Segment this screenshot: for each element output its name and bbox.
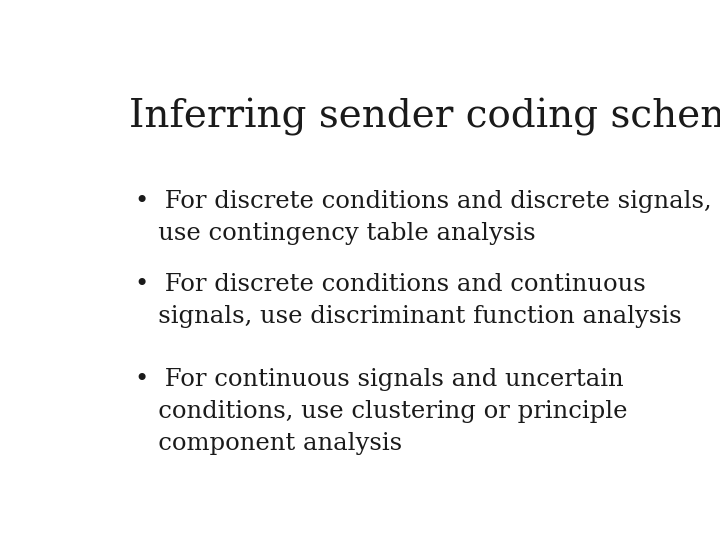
Text: •  For discrete conditions and continuous
   signals, use discriminant function : • For discrete conditions and continuous…: [135, 273, 681, 328]
Text: •  For discrete conditions and discrete signals,
   use contingency table analys: • For discrete conditions and discrete s…: [135, 190, 711, 245]
Text: Inferring sender coding schemes: Inferring sender coding schemes: [129, 98, 720, 136]
Text: •  For continuous signals and uncertain
   conditions, use clustering or princip: • For continuous signals and uncertain c…: [135, 368, 627, 455]
